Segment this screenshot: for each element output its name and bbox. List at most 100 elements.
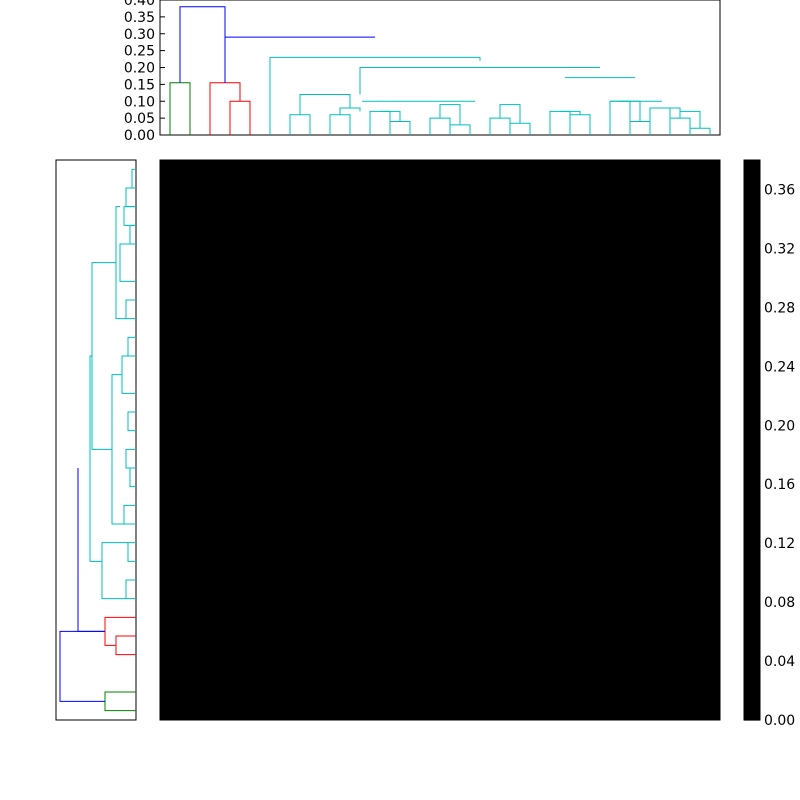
heatmap-cell bbox=[480, 384, 501, 404]
heatmap-cell bbox=[240, 701, 261, 721]
left-dendrogram-link bbox=[104, 691, 136, 712]
heatmap-cell bbox=[380, 178, 401, 198]
colorbar-gradient-step bbox=[744, 190, 760, 196]
heatmap-cell bbox=[180, 496, 201, 516]
heatmap-cell bbox=[240, 552, 261, 572]
heatmap-cell bbox=[460, 533, 481, 553]
heatmap-cell bbox=[620, 682, 641, 702]
heatmap-cell bbox=[640, 440, 661, 460]
heatmap-cell bbox=[700, 346, 721, 366]
heatmap-cell bbox=[200, 234, 221, 254]
colorbar-tick-label: 0.24 bbox=[764, 359, 795, 375]
heatmap-cell bbox=[240, 477, 261, 497]
heatmap-cell bbox=[320, 328, 341, 348]
heatmap-cell bbox=[200, 682, 221, 702]
heatmap-cell bbox=[420, 533, 441, 553]
heatmap-cell bbox=[500, 645, 521, 665]
heatmap-cell bbox=[540, 682, 561, 702]
top-dendrogram-link bbox=[229, 100, 251, 135]
heatmap-cell bbox=[440, 477, 461, 497]
heatmap-cell bbox=[220, 365, 241, 385]
heatmap-cell bbox=[640, 701, 661, 721]
left-dendrogram bbox=[55, 159, 137, 721]
heatmap-cell bbox=[200, 664, 221, 684]
heatmap-cell bbox=[420, 458, 441, 478]
heatmap-cell bbox=[360, 682, 381, 702]
heatmap-cell bbox=[320, 216, 341, 236]
heatmap-cell bbox=[160, 533, 181, 553]
heatmap-cell bbox=[260, 589, 281, 609]
heatmap-cell bbox=[200, 328, 221, 348]
heatmap-cell bbox=[580, 197, 601, 217]
heatmap-cell bbox=[380, 682, 401, 702]
colorbar-gradient-step bbox=[744, 355, 760, 361]
heatmap-cell bbox=[240, 570, 261, 590]
heatmap-cell bbox=[480, 477, 501, 497]
left-dendrogram-link bbox=[123, 206, 136, 226]
heatmap-cell bbox=[480, 309, 501, 329]
heatmap-cell bbox=[180, 552, 201, 572]
heatmap-cell bbox=[460, 664, 481, 684]
heatmap-cell bbox=[700, 682, 721, 702]
heatmap-cell bbox=[620, 421, 641, 441]
top-dendrogram-link bbox=[179, 6, 226, 83]
heatmap-cell bbox=[600, 458, 621, 478]
heatmap-cell bbox=[340, 160, 361, 180]
heatmap-cell bbox=[480, 626, 501, 646]
left-dendrogram-link bbox=[101, 542, 128, 600]
heatmap-cell bbox=[640, 160, 661, 180]
heatmap-cell bbox=[280, 197, 301, 217]
colorbar-gradient-step bbox=[744, 270, 760, 276]
heatmap-cell bbox=[300, 160, 321, 180]
heatmap-cell bbox=[460, 608, 481, 628]
heatmap-cell bbox=[640, 570, 661, 590]
heatmap-cell bbox=[440, 533, 461, 553]
colorbar-gradient-step bbox=[744, 415, 760, 421]
heatmap-cell bbox=[500, 253, 521, 273]
heatmap-cell bbox=[620, 701, 641, 721]
heatmap-cell bbox=[560, 589, 581, 609]
heatmap-cell bbox=[180, 608, 201, 628]
heatmap-cell bbox=[180, 328, 201, 348]
heatmap-cell bbox=[400, 533, 421, 553]
heatmap-cell bbox=[200, 346, 221, 366]
heatmap-cell bbox=[420, 440, 441, 460]
heatmap-cell bbox=[420, 384, 441, 404]
colorbar-gradient-step bbox=[744, 590, 760, 596]
top-dendrogram-tick-label: 0.00 bbox=[124, 128, 155, 144]
heatmap-cell bbox=[600, 496, 621, 516]
heatmap-cell bbox=[580, 365, 601, 385]
colorbar-gradient-step bbox=[744, 450, 760, 456]
heatmap-cell bbox=[480, 533, 501, 553]
heatmap-cell bbox=[300, 421, 321, 441]
heatmap-cell bbox=[240, 197, 261, 217]
heatmap-cell bbox=[220, 253, 241, 273]
heatmap-cell bbox=[660, 514, 681, 534]
heatmap-cell bbox=[640, 645, 661, 665]
heatmap-cell bbox=[660, 645, 681, 665]
heatmap-cell bbox=[380, 384, 401, 404]
top-dendrogram-link bbox=[329, 114, 351, 135]
top-dendrogram-link bbox=[299, 94, 351, 115]
heatmap-cell bbox=[420, 309, 441, 329]
heatmap-cell bbox=[220, 290, 241, 310]
colorbar-gradient-step bbox=[744, 320, 760, 326]
heatmap-cell bbox=[640, 290, 661, 310]
heatmap-cell bbox=[260, 309, 281, 329]
colorbar-gradient-step bbox=[744, 500, 760, 506]
top-dendrogram-tick-label: 0.40 bbox=[124, 0, 155, 9]
heatmap-cell bbox=[320, 421, 341, 441]
heatmap-cell bbox=[300, 253, 321, 273]
heatmap-cell bbox=[400, 440, 421, 460]
heatmap-cell bbox=[580, 589, 601, 609]
colorbar-gradient-step bbox=[744, 715, 760, 721]
heatmap-cell bbox=[320, 664, 341, 684]
heatmap-cell bbox=[300, 440, 321, 460]
heatmap-cell bbox=[540, 384, 561, 404]
colorbar-gradient-step bbox=[744, 395, 760, 401]
colorbar-gradient-step bbox=[744, 665, 760, 671]
heatmap-cell bbox=[220, 626, 241, 646]
heatmap-cell bbox=[620, 664, 641, 684]
colorbar-gradient-step bbox=[744, 700, 760, 706]
colorbar-gradient-step bbox=[744, 560, 760, 566]
